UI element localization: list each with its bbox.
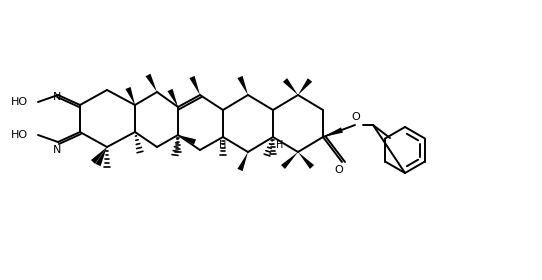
Polygon shape [95,147,107,166]
Polygon shape [167,89,178,107]
Text: O: O [334,165,344,175]
Polygon shape [237,76,248,95]
Polygon shape [125,87,135,105]
Polygon shape [178,135,196,144]
Text: N: N [53,145,61,155]
Polygon shape [298,152,314,169]
Text: HO: HO [11,130,28,140]
Text: O: O [352,112,360,122]
Polygon shape [237,152,248,171]
Text: H: H [220,140,227,150]
Polygon shape [323,127,343,137]
Polygon shape [281,152,298,169]
Polygon shape [91,147,107,164]
Polygon shape [145,74,157,92]
Polygon shape [298,78,312,95]
Polygon shape [283,78,298,95]
Text: HO: HO [11,97,28,107]
Polygon shape [190,76,200,95]
Text: N: N [53,92,61,102]
Text: H: H [276,140,283,150]
